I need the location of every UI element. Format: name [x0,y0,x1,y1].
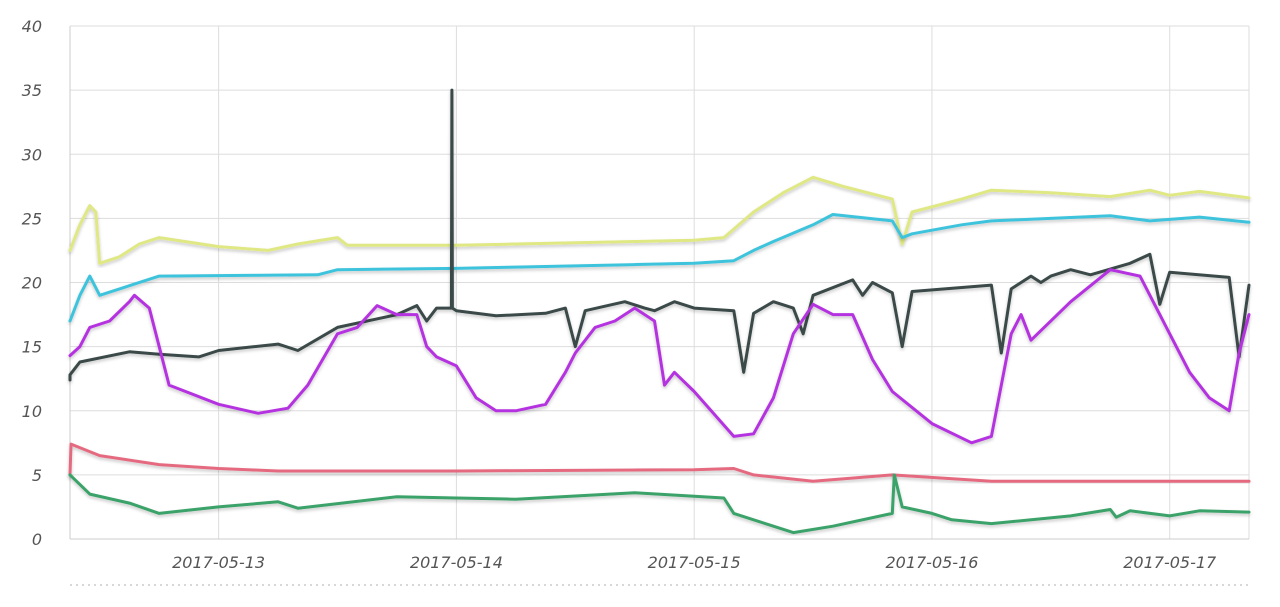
y-tick-label: 35 [22,81,42,100]
grid [69,25,1250,540]
y-tick-label: 30 [22,145,42,164]
y-tick-label: 20 [22,274,42,293]
x-tick-label: 2017-05-17 [1123,553,1217,572]
series-line-6 [68,473,1251,535]
y-tick-label: 0 [32,530,42,549]
x-tick-label: 2017-05-14 [410,553,503,572]
x-tick-label: 2017-05-16 [885,553,978,572]
y-tick-label: 15 [22,338,42,357]
y-tick-label: 5 [32,466,42,485]
x-tick-label: 2017-05-13 [172,553,265,572]
y-tick-label: 40 [22,17,42,36]
x-tick-label: 2017-05-15 [648,553,741,572]
series-lines [68,88,1251,535]
series-line-2 [68,213,1251,323]
series-line-5 [68,442,1251,483]
series-line-1 [68,175,1251,265]
axes: 0 5 10 15 20 25 30 35 40 2017-05-13 2017-05-14 2017… [22,17,1249,586]
series-line-3 [68,88,1251,382]
series-line-4 [68,268,1251,445]
y-tick-label: 10 [22,402,42,421]
y-tick-label: 25 [22,209,42,228]
